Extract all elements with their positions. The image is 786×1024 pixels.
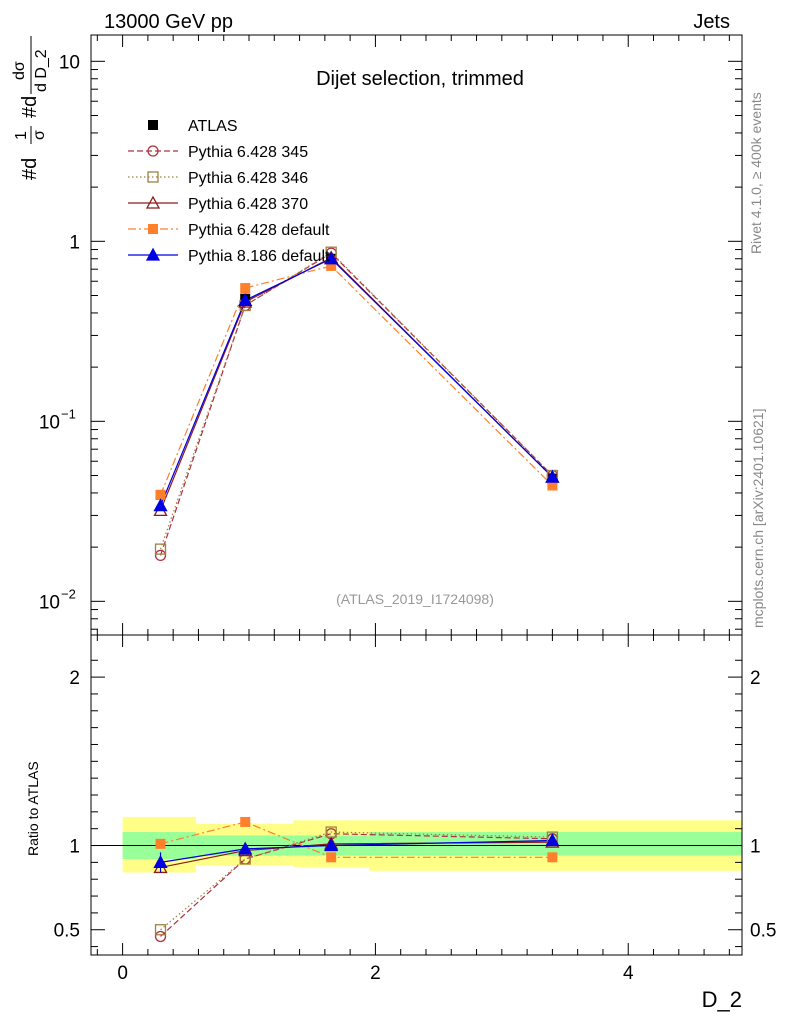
chart-title: Dijet selection, trimmed xyxy=(316,68,524,90)
main-ylabel: #d 1 σ #d dσ d D_2 xyxy=(11,49,50,180)
series-line-ratio xyxy=(160,839,553,863)
marker-triangle xyxy=(545,469,560,483)
legend-label: Pythia 6.428 default xyxy=(188,222,330,239)
series-line-ratio xyxy=(160,833,553,937)
y-tick-label-base: 10 xyxy=(39,592,60,613)
marker-triangle xyxy=(153,498,168,512)
marker-triangle xyxy=(145,195,161,209)
header-left: 13000 GeV pp xyxy=(104,11,233,33)
legend-label: Pythia 6.428 345 xyxy=(188,144,308,161)
marker-circle xyxy=(154,549,167,562)
marker-square xyxy=(155,489,166,500)
ylabel-frac2-den: d D_2 xyxy=(33,49,50,92)
legend-label: Pythia 6.428 346 xyxy=(188,170,308,187)
marker-triangle xyxy=(545,833,560,847)
analysis-id: (ATLAS_2019_I1724098) xyxy=(336,591,494,607)
marker-triangle xyxy=(145,247,161,261)
marker-circle xyxy=(147,145,159,157)
marker-circle xyxy=(154,930,167,943)
ratio-y-tick-label-right: 1 xyxy=(750,837,761,858)
ylabel-frac2-num: dσ xyxy=(11,61,28,80)
ratio-ylabel: Ratio to ATLAS xyxy=(25,761,41,856)
marker-triangle xyxy=(238,292,253,306)
ratio-y-tick-label: 1 xyxy=(69,837,80,858)
legend-label: ATLAS xyxy=(188,118,238,135)
marker-square xyxy=(147,171,159,183)
marker-triangle xyxy=(324,251,339,265)
legend-label: Pythia 6.428 370 xyxy=(188,196,308,213)
marker-square xyxy=(547,852,558,863)
marker-square xyxy=(547,480,558,491)
marker-square xyxy=(148,224,158,234)
ratio-bands xyxy=(91,816,742,873)
y-tick-label-base: 10 xyxy=(39,412,60,433)
header-right: Jets xyxy=(693,11,730,33)
ylabel-prefix1: #d xyxy=(19,158,41,180)
marker-square xyxy=(326,260,337,271)
ratio-y-tick-label: 0.5 xyxy=(54,921,80,942)
series-line-main xyxy=(159,258,553,506)
ratio-y-tick-label-right: 0.5 xyxy=(750,921,776,942)
marker-triangle xyxy=(324,838,339,852)
marker-square xyxy=(154,924,167,936)
ratio-y-tick-label: 2 xyxy=(69,668,80,689)
main-series-lines xyxy=(159,251,553,556)
x-tick-label: 4 xyxy=(623,963,634,984)
y-tick-label: 1 xyxy=(69,232,80,253)
marker-square xyxy=(154,543,167,555)
x-tick-label: 0 xyxy=(117,963,128,984)
rivet-label: Rivet 4.1.0, ≥ 400k events xyxy=(748,92,764,254)
marker-square xyxy=(240,816,251,827)
ylabel-frac1-num: 1 xyxy=(13,131,30,140)
x-tick-label: 2 xyxy=(370,963,381,984)
series-markers xyxy=(153,246,560,943)
series-line-main xyxy=(159,251,553,550)
ylabel-frac1-den: σ xyxy=(31,130,48,140)
mcplots-label: mcplots.cern.ch [arXiv:2401.10621] xyxy=(750,409,766,628)
series-line-main xyxy=(159,252,553,556)
x-axis-label: D_2 xyxy=(702,987,742,1012)
marker-square xyxy=(326,852,337,863)
y-tick-label-exp: −1 xyxy=(61,406,76,421)
marker-square xyxy=(155,838,166,849)
series-line-ratio xyxy=(160,821,553,858)
y-tick-label: 10 xyxy=(59,52,80,73)
ylabel-prefix2: #d xyxy=(19,96,41,118)
ratio-series-lines xyxy=(160,821,553,937)
series-line-main xyxy=(159,265,553,496)
series-line-main xyxy=(159,257,553,511)
y-tick-label-exp: −2 xyxy=(61,586,76,601)
marker-square xyxy=(148,120,158,130)
marker-triangle xyxy=(238,841,253,855)
legend-label: Pythia 8.186 default xyxy=(188,248,330,265)
ratio-y-tick-label-right: 2 xyxy=(750,668,761,689)
marker-square xyxy=(240,283,251,294)
legend: ATLAS Pythia 6.428 345 Pythia 6.428 346 Pyt… xyxy=(128,118,330,265)
